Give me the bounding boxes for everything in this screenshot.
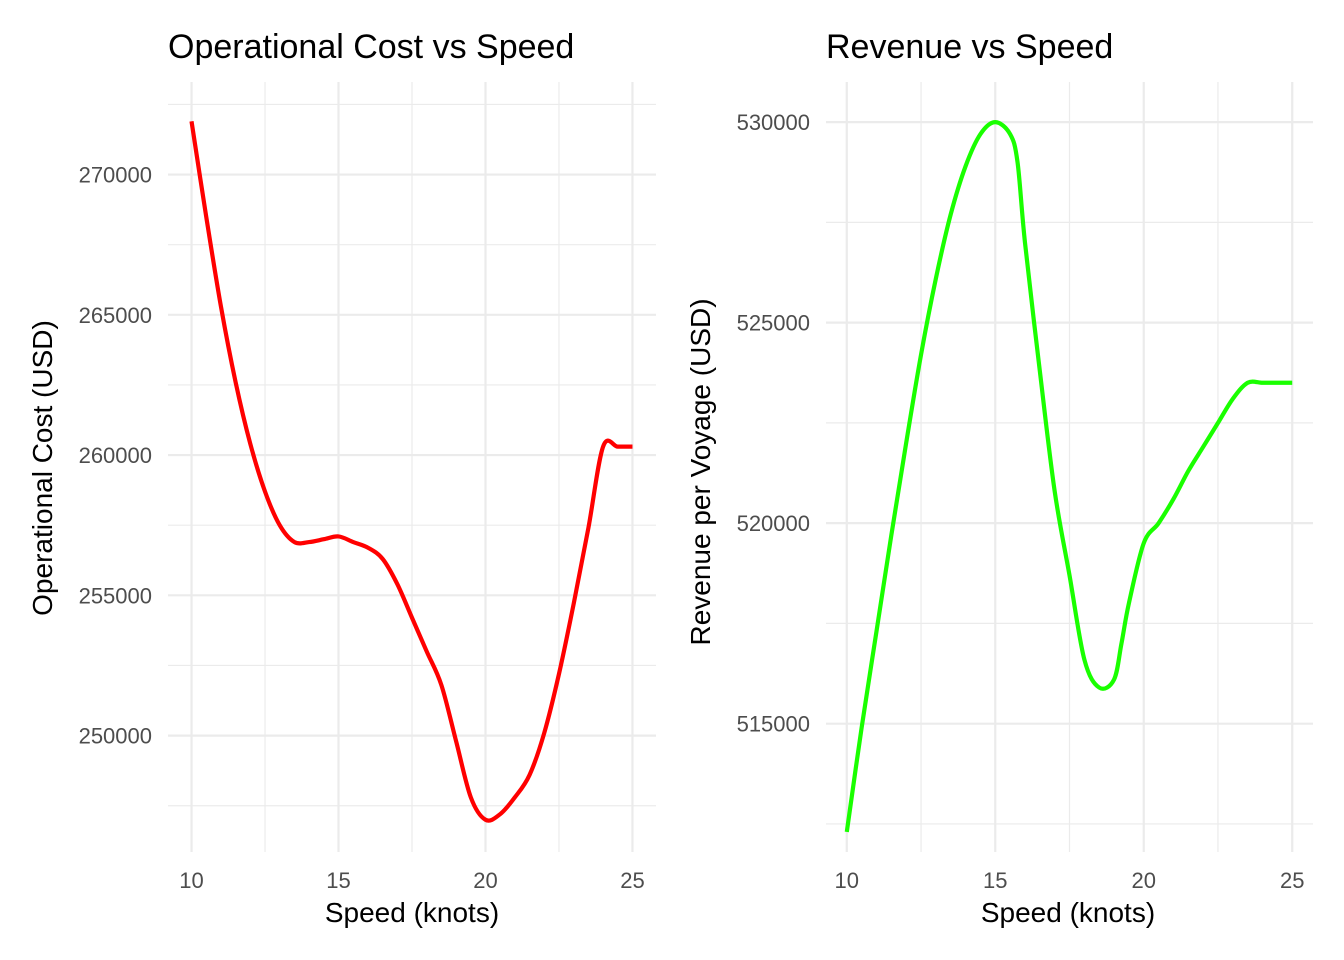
- grid-operational-cost: [168, 82, 656, 852]
- x-tick-label: 10: [179, 868, 203, 893]
- series-line-operational-cost: [189, 120, 633, 823]
- y-tick-label: 265000: [79, 303, 152, 328]
- y-tick-label: 250000: [79, 724, 152, 749]
- y-axis-label-operational-cost: Operational Cost (USD): [27, 320, 58, 616]
- tick-labels-revenue: 10 15 20 25 515000 520000 525000 530000: [737, 110, 1305, 893]
- chart-title-revenue: Revenue vs Speed: [826, 28, 1113, 66]
- y-tick-label: 525000: [737, 311, 810, 336]
- x-tick-label: 15: [326, 868, 350, 893]
- x-tick-label: 10: [835, 868, 859, 893]
- y-axis-label-revenue: Revenue per Voyage (USD): [685, 298, 716, 645]
- grid-revenue: [826, 82, 1313, 852]
- y-tick-label: 530000: [737, 110, 810, 135]
- x-axis-label-operational-cost: Speed (knots): [325, 897, 499, 928]
- chart-title-operational-cost: Operational Cost vs Speed: [168, 28, 574, 66]
- series-line-revenue: [844, 120, 1293, 833]
- x-tick-label: 25: [620, 868, 644, 893]
- panel-operational-cost: 10 15 20 25 250000 255000 260000 265000 270000 O…: [27, 28, 656, 928]
- x-tick-label: 20: [1131, 868, 1155, 893]
- tick-labels-operational-cost: 10 15 20 25 250000 255000 260000 265000 270000: [79, 163, 645, 893]
- y-tick-label: 255000: [79, 583, 152, 608]
- y-tick-label: 260000: [79, 443, 152, 468]
- x-tick-label: 15: [983, 868, 1007, 893]
- x-tick-label: 25: [1280, 868, 1304, 893]
- y-tick-label: 520000: [737, 511, 810, 536]
- x-tick-label: 20: [473, 868, 497, 893]
- x-axis-label-revenue: Speed (knots): [981, 897, 1155, 928]
- y-tick-label: 515000: [737, 712, 810, 737]
- panel-revenue: 10 15 20 25 515000 520000 525000 530000 Revenue…: [685, 28, 1313, 928]
- y-tick-label: 270000: [79, 163, 152, 188]
